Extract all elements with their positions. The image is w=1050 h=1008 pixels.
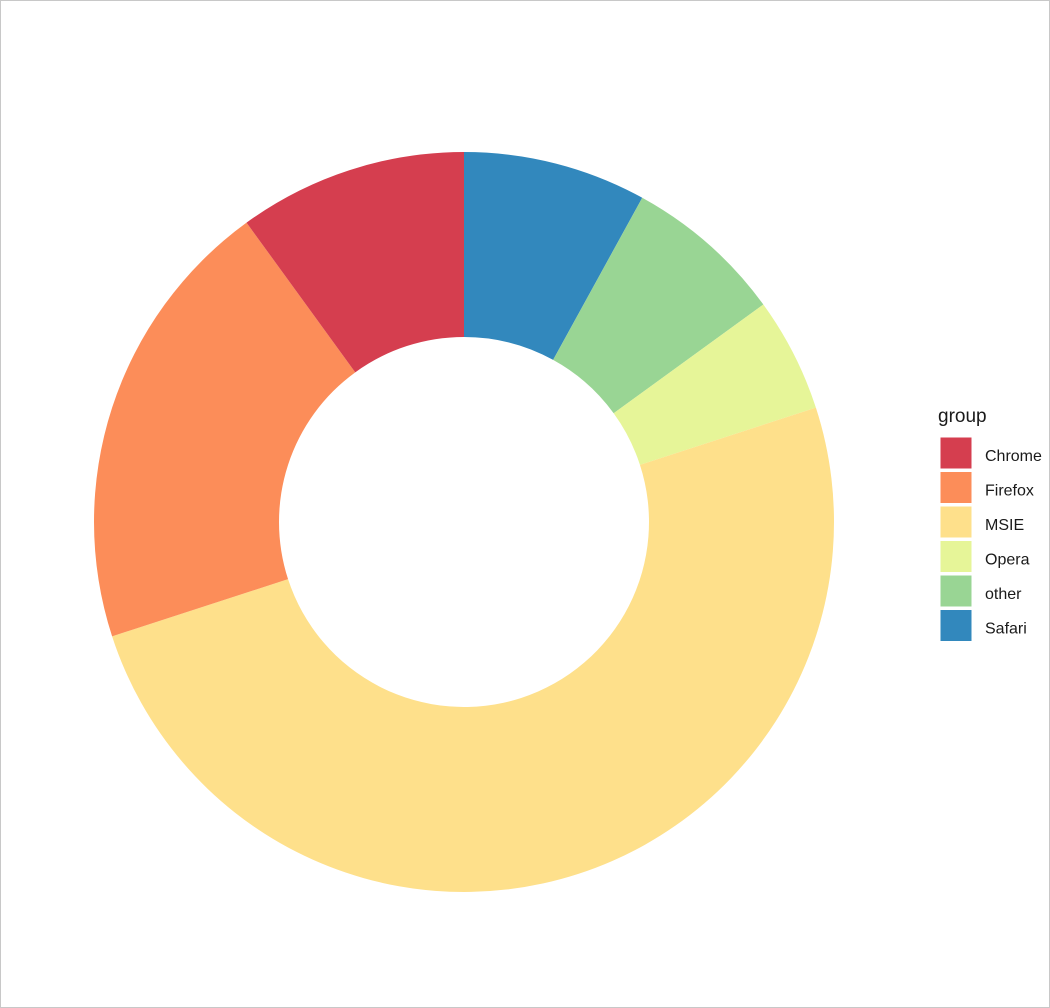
legend-key (939, 574, 973, 608)
legend-label: MSIE (985, 517, 1024, 534)
legend-title: group (938, 406, 987, 427)
slice (112, 407, 835, 892)
legend-label: other (985, 586, 1022, 603)
legend-key (939, 436, 973, 470)
legend-label: Safari (985, 621, 1027, 638)
legend-key (939, 540, 973, 573)
slice (464, 152, 643, 360)
slice (93, 222, 356, 637)
legend-label: Chrome (985, 448, 1042, 465)
legend-label: Firefox (985, 483, 1034, 500)
slice (553, 197, 764, 414)
legend-label: Opera (985, 552, 1030, 569)
legend-key (939, 505, 973, 539)
legend-key (939, 609, 973, 642)
legend-key (939, 471, 973, 504)
slice (246, 152, 464, 373)
slice (613, 304, 816, 465)
